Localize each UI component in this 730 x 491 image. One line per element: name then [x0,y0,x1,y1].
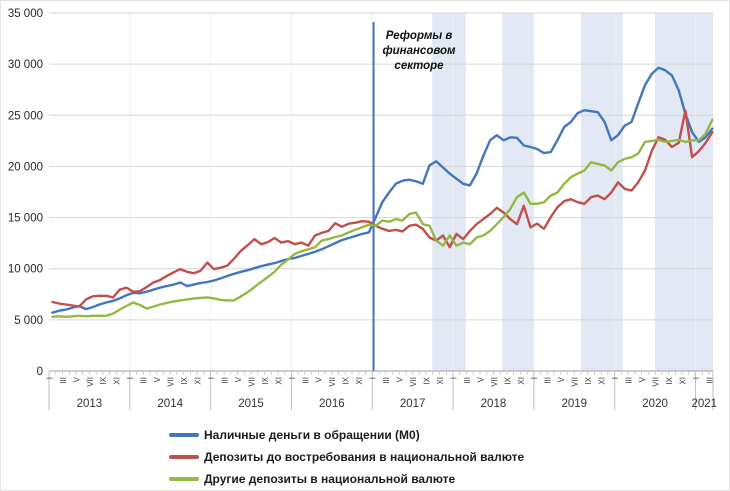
y-axis-label: 30 000 [8,59,43,71]
x-year-label: 2014 [157,398,183,410]
x-month-label: VII [409,377,418,387]
x-month-label: VII [490,377,499,387]
x-month-label: VII [167,377,176,387]
x-month-label: XI [678,377,687,385]
y-axis-label: 5 000 [14,315,43,327]
x-month-label: I [369,377,378,379]
legend-label-demand-deposits: Депозиты до востребования в национальной… [204,450,525,464]
x-month-label: XI [194,377,203,385]
x-month-label: V [315,376,324,382]
x-month-label: XI [355,377,364,385]
legend-item-demand-deposits: Депозиты до востребования в национальной… [169,446,524,468]
x-month-label: IX [422,376,431,384]
x-year-label: 2019 [561,398,587,410]
x-month-label: IX [342,376,351,384]
x-month-label: III [705,377,714,384]
x-year-label: 2016 [319,398,345,410]
x-month-label: XI [517,377,526,385]
y-axis-label: 35 000 [8,8,43,20]
x-month-label: IX [503,376,512,384]
line-chart: 0 5 000 10 000 15 000 20 000 25 000 30 000 35 0… [8,8,717,410]
x-month-label: VII [328,377,337,387]
x-month-label: III [59,377,68,384]
series-line-2 [51,118,714,318]
x-year-label: 2020 [642,398,668,410]
series-line-1 [51,109,714,308]
x-month-label: III [220,377,229,384]
x-month-label: XI [436,377,445,385]
x-month-label: III [382,377,391,384]
x-year-label: 2021 [691,398,717,410]
x-month-label: VII [86,377,95,387]
x-month-label: XI [274,377,283,385]
x-month-label: V [638,376,647,382]
y-axis-label: 15 000 [8,213,43,225]
x-month-label: III [140,377,149,384]
m0-line-swatch [169,433,199,437]
x-month-label: IX [665,376,674,384]
x-year-label: 2018 [481,398,507,410]
x-month-label: XI [113,377,122,385]
x-month-label: I [288,377,297,379]
legend-label-m0: Наличные деньги в обращении (М0) [204,428,420,442]
x-month-label: I [126,377,135,379]
legend-label-other-deposits: Другие депозиты в национальной валюте [204,472,456,486]
x-month-label: III [463,377,472,384]
x-month-label: IX [261,376,270,384]
x-month-label: XI [598,377,607,385]
highlight-band [581,13,623,371]
y-axis-label: 10 000 [8,264,43,276]
x-month-label: I [692,377,701,379]
x-year-label: 2013 [77,398,103,410]
demand-deposits-line-swatch [169,455,199,459]
x-month-label: VII [651,377,660,387]
x-month-label: VII [571,377,580,387]
legend-item-m0: Наличные деньги в обращении (М0) [169,424,524,446]
x-month-label: I [45,377,54,379]
x-month-label: III [544,377,553,384]
x-month-label: I [611,377,620,379]
x-month-label: IX [99,376,108,384]
series-line-0 [51,66,714,314]
x-year-label: 2017 [400,398,426,410]
legend-item-other-deposits: Другие депозиты в национальной валюте [169,468,524,490]
x-month-label: V [476,376,485,382]
x-month-label: V [234,376,243,382]
other-deposits-line-swatch [169,477,199,481]
x-month-label: I [530,377,539,379]
x-month-label: III [625,377,634,384]
x-year-label: 2015 [238,398,264,410]
highlight-band [432,13,466,371]
highlight-band [655,13,713,371]
x-month-label: IX [180,376,189,384]
x-month-label: V [72,376,81,382]
x-month-label: V [153,376,162,382]
highlight-band [502,13,534,371]
x-month-label: V [557,376,566,382]
y-axis-label: 25 000 [8,110,43,122]
y-axis-label: 20 000 [8,161,43,173]
x-month-label: VII [247,377,256,387]
x-month-label: V [396,376,405,382]
y-axis-label: 0 [37,366,43,378]
x-month-label: I [207,377,216,379]
x-month-label: IX [584,376,593,384]
x-month-label: I [449,377,458,379]
legend: Наличные деньги в обращении (М0) Депозит… [169,424,524,490]
x-month-label: III [301,377,310,384]
